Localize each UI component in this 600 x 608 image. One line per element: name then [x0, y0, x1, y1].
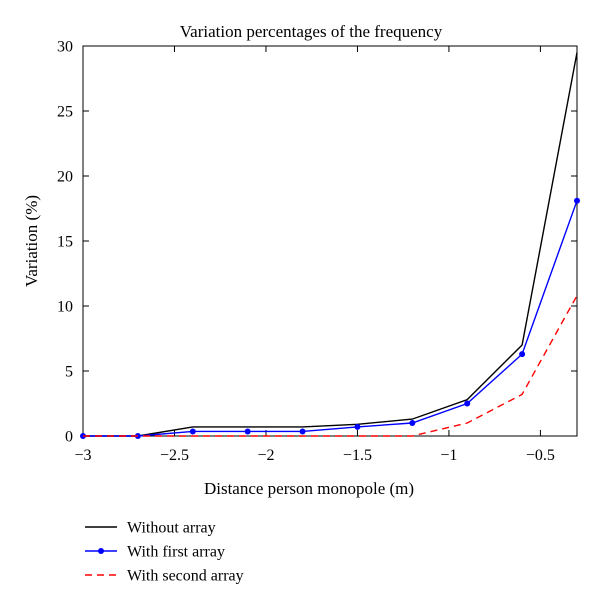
legend-label-with-second-array: With second array — [127, 568, 244, 585]
legend: Without array With first array With second… — [85, 520, 244, 585]
legend-label-without-array: Without array — [127, 520, 216, 537]
x-tick-label: −2 — [257, 447, 274, 464]
data-point-with-first-array — [354, 423, 361, 430]
x-axis: −3 −2.5 −2 −1.5 −1 −0.5 — [74, 46, 555, 464]
data-point-with-first-array — [409, 420, 416, 426]
y-tick-label: 5 — [65, 364, 73, 381]
chart-title: Variation percentages of the frequency — [180, 22, 443, 41]
series-line-with-first-array — [83, 200, 578, 437]
y-tick-label: 0 — [65, 429, 73, 446]
legend-marker-with-first-array — [98, 548, 104, 554]
data-point-with-first-array — [299, 428, 306, 435]
data-point-with-first-array — [519, 351, 526, 358]
legend-label-with-first-array: With first array — [127, 544, 225, 561]
x-tick-label: −0.5 — [526, 447, 555, 464]
data-point-with-first-array — [189, 428, 196, 435]
y-tick-label: 15 — [57, 234, 73, 251]
y-tick-label: 20 — [57, 169, 73, 186]
x-tick-label: −1.5 — [343, 447, 372, 464]
y-axis-label: Variation (%) — [22, 195, 41, 287]
series-line-with-second-array — [83, 295, 578, 437]
x-axis-label: Distance person monopole (m) — [204, 479, 414, 498]
data-point-with-first-array — [464, 400, 471, 407]
plot-frame — [82, 45, 578, 437]
y-tick-label: 25 — [57, 104, 73, 121]
x-tick-label: −2.5 — [160, 447, 189, 464]
plot-series — [80, 52, 580, 439]
y-tick-label: 30 — [57, 39, 73, 56]
data-point-with-first-array — [244, 428, 251, 435]
y-axis: 0 5 10 15 20 25 30 — [57, 39, 577, 446]
data-point-with-first-array — [574, 197, 580, 204]
series-line-without-array — [83, 52, 578, 437]
x-tick-label: −3 — [74, 447, 91, 464]
x-tick-label: −1 — [440, 447, 457, 464]
y-tick-label: 10 — [57, 299, 73, 316]
